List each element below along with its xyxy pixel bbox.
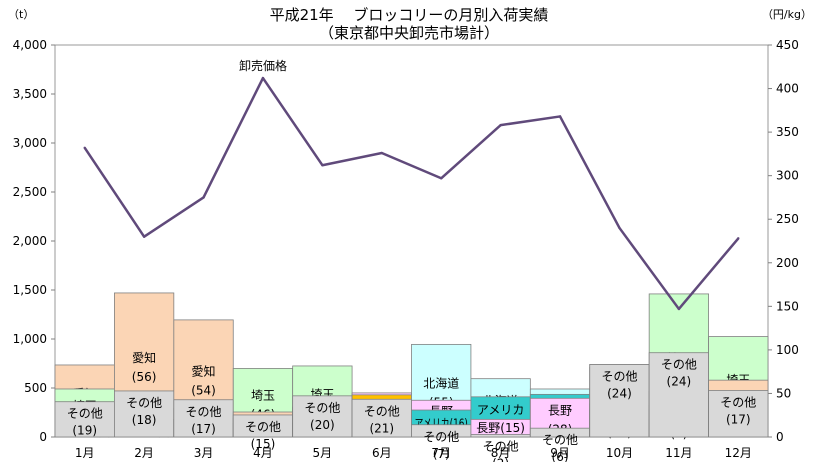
x-tick-label: 8月 — [491, 446, 511, 460]
x-tick-label: 12月 — [725, 446, 752, 460]
x-tick-label: 2月 — [134, 446, 154, 460]
bar-segment-label: その他(6) — [542, 433, 578, 462]
x-tick-label: 5月 — [313, 446, 333, 460]
bar-segment — [708, 390, 769, 438]
axes: 0 500 1,000 1,500 2,000 2,500 3,000 3,500 4,000 0… — [13, 38, 799, 460]
x-tick-label: 9月 — [550, 446, 570, 460]
bar-segment — [351, 398, 412, 438]
y-right-tick-label: 50 — [776, 386, 791, 400]
price-point — [83, 146, 86, 149]
bar-segment-label: その他(18) — [126, 396, 162, 427]
price-point — [558, 115, 562, 118]
price-point — [440, 177, 443, 180]
price-point — [142, 235, 146, 238]
chart-title: 平成21年 ブロッコリーの月別入荷実績 — [270, 6, 549, 24]
bar-segment-label: その他(19) — [67, 407, 103, 438]
price-point — [499, 123, 502, 127]
price-point — [261, 76, 265, 80]
x-tick-label: 7月 — [431, 446, 451, 460]
bar-stacks: 愛知(39)埼玉(26)群馬(10)アメリカ(6)その他(19)愛知(56)埼玉… — [54, 292, 769, 462]
bar-segment-label: その他(21) — [364, 404, 400, 435]
price-point — [618, 226, 621, 230]
bar-segment-label: その他(7) — [423, 430, 459, 461]
bar-segment-label: その他(17) — [186, 405, 222, 436]
y-left-tick-label: 1,500 — [13, 283, 47, 297]
bar-segment — [114, 390, 175, 438]
x-tick-label: 4月 — [253, 446, 273, 460]
bar-segment-label: その他(24) — [601, 369, 637, 400]
price-line — [83, 76, 740, 311]
bar-segment-label: 長野(15) — [476, 421, 525, 435]
price-point — [677, 307, 681, 311]
x-tick-label: 10月 — [606, 446, 633, 460]
y-left-tick-label: 2,000 — [13, 234, 47, 248]
bar-segment — [54, 401, 115, 438]
price-line-layer: 卸売価格 — [83, 58, 740, 311]
y-right-tick-label: 100 — [776, 343, 799, 357]
price-point — [202, 196, 205, 199]
y-left-tick-label: 1,000 — [13, 332, 47, 346]
y-left-axis-label: （t） — [8, 8, 34, 21]
x-tick-label: 3月 — [194, 446, 214, 460]
bar-segment-label: 愛知(56) — [132, 351, 157, 384]
y-right-tick-label: 400 — [776, 82, 799, 96]
bar-segment-label: その他(17) — [720, 395, 756, 426]
y-right-tick-label: 300 — [776, 169, 799, 183]
bar-segment — [589, 364, 650, 438]
bar-segment-label: その他(20) — [304, 401, 340, 432]
y-left-tick-label: 3,000 — [13, 136, 47, 150]
price-point — [737, 237, 740, 240]
y-left-tick-label: 4,000 — [13, 38, 47, 52]
y-right-tick-label: 450 — [776, 38, 799, 52]
bar-segment — [173, 399, 234, 438]
y-right-axis-label: （円/kg） — [762, 8, 812, 21]
y-right-tick-label: 0 — [776, 430, 784, 444]
y-left-tick-label: 3,500 — [13, 87, 47, 101]
y-left-tick-label: 2,500 — [13, 185, 47, 199]
price-point — [321, 164, 324, 167]
y-right-tick-label: 200 — [776, 256, 799, 270]
price-line-label: 卸売価格 — [239, 58, 287, 73]
chart-subtitle: （東京都中央卸売市場計） — [319, 24, 499, 42]
y-left-tick-label: 0 — [39, 430, 47, 444]
bar-segment — [470, 434, 531, 438]
price-point — [380, 151, 383, 155]
x-tick-label: 1月 — [75, 446, 95, 460]
y-right-tick-label: 350 — [776, 125, 799, 139]
x-tick-label: 11月 — [665, 446, 692, 460]
bar-segment-label: その他(15) — [245, 420, 281, 451]
x-tick-label: 6月 — [372, 446, 392, 460]
y-left-tick-label: 500 — [24, 381, 47, 395]
bar-segment-label: その他(24) — [661, 358, 697, 389]
bar-segment-label: 愛知(54) — [191, 364, 216, 397]
y-right-tick-label: 250 — [776, 212, 799, 226]
bar-segment-label: その他(2) — [483, 440, 519, 462]
y-right-tick-label: 150 — [776, 299, 799, 313]
bar-segment — [292, 395, 353, 438]
